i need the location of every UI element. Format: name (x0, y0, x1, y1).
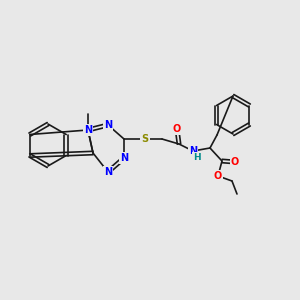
Text: N: N (189, 146, 197, 156)
Text: N: N (104, 167, 112, 177)
Text: N: N (104, 120, 112, 130)
Text: H: H (193, 152, 201, 161)
Text: S: S (141, 134, 148, 144)
Text: O: O (173, 124, 181, 134)
Text: N: N (120, 153, 128, 163)
Text: O: O (214, 171, 222, 181)
Text: N: N (84, 125, 92, 135)
Text: O: O (231, 157, 239, 167)
